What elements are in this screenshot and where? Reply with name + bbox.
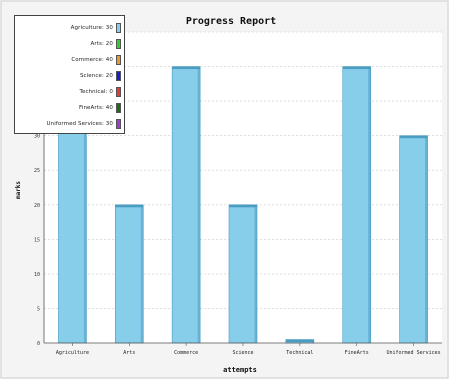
legend-label: Technical: 0 <box>79 89 113 95</box>
bar-top-cap <box>342 66 371 70</box>
x-tick-label: Arts <box>123 350 135 356</box>
bar-top-cap <box>285 339 314 343</box>
x-tick-label: Commerce <box>174 350 198 356</box>
bar-edge-shade <box>197 66 201 344</box>
bar <box>171 66 201 344</box>
legend-item: FineArts: 40 <box>18 100 121 116</box>
bar-top-cap <box>229 204 257 208</box>
legend-swatch <box>116 71 121 81</box>
bar-top-cap <box>399 135 428 139</box>
y-axis-label: marks <box>15 181 22 199</box>
bar <box>285 339 315 344</box>
bar-body <box>228 204 258 344</box>
y-tick-label: 25 <box>34 168 40 174</box>
bar-edge-shade <box>254 204 257 343</box>
bar-body <box>399 135 428 344</box>
x-tick-label: Uniformed Services <box>386 350 440 356</box>
legend-label: Science: 20 <box>79 73 113 79</box>
bar-body <box>58 100 87 344</box>
y-tick-label: 0 <box>37 341 40 347</box>
bar <box>342 66 372 344</box>
bar-edge-shade <box>425 135 428 343</box>
bar-body <box>171 66 201 344</box>
bar-body <box>342 66 372 344</box>
legend-swatch <box>116 39 121 49</box>
y-tick-label: 5 <box>37 306 40 312</box>
bar <box>58 100 87 344</box>
bar-edge-shade <box>140 204 144 343</box>
bar <box>399 135 428 344</box>
y-tick-label: 20 <box>34 203 40 209</box>
legend-swatch <box>116 119 121 129</box>
bar-body <box>114 204 144 344</box>
legend-item: Arts: 20 <box>18 36 121 52</box>
y-tick-label: 15 <box>34 237 40 243</box>
legend-item: Technical: 0 <box>18 84 121 100</box>
y-tick-label: 30 <box>34 134 40 140</box>
legend-label: FineArts: 40 <box>78 105 113 111</box>
chart-title: Progress Report <box>186 16 276 27</box>
legend-item: Agriculture: 30 <box>18 20 121 36</box>
bar <box>114 204 144 344</box>
bar-edge-shade <box>83 101 87 343</box>
legend-item: Science: 20 <box>18 68 121 84</box>
x-axis-label: attempts <box>223 366 257 374</box>
legend-swatch <box>116 103 121 113</box>
x-tick-label: Science <box>232 350 253 356</box>
x-tick-label: Technical <box>286 350 313 356</box>
legend-swatch <box>116 87 121 97</box>
x-tick-label: Agriculture <box>56 350 89 356</box>
legend-label: Commerce: 40 <box>71 57 113 63</box>
chart-legend: Agriculture: 30 Arts: 20 Commerce: 40 Scien… <box>14 15 125 134</box>
bar <box>228 204 258 344</box>
legend-label: Agriculture: 30 <box>70 25 113 31</box>
legend-swatch <box>116 55 121 65</box>
bar-top-cap <box>172 66 201 70</box>
legend-label: Uniformed Services: 30 <box>46 121 113 127</box>
x-tick-label: FineArts <box>345 350 369 356</box>
legend-swatch <box>116 23 121 33</box>
y-tick-label: 10 <box>34 272 40 278</box>
bar-edge-shade <box>368 66 371 344</box>
bar-edge-shade <box>311 339 314 343</box>
bar-top-cap <box>115 204 144 208</box>
legend-label: Arts: 20 <box>90 41 113 47</box>
legend-item: Uniformed Services: 30 <box>18 116 121 132</box>
legend-item: Commerce: 40 <box>18 52 121 68</box>
